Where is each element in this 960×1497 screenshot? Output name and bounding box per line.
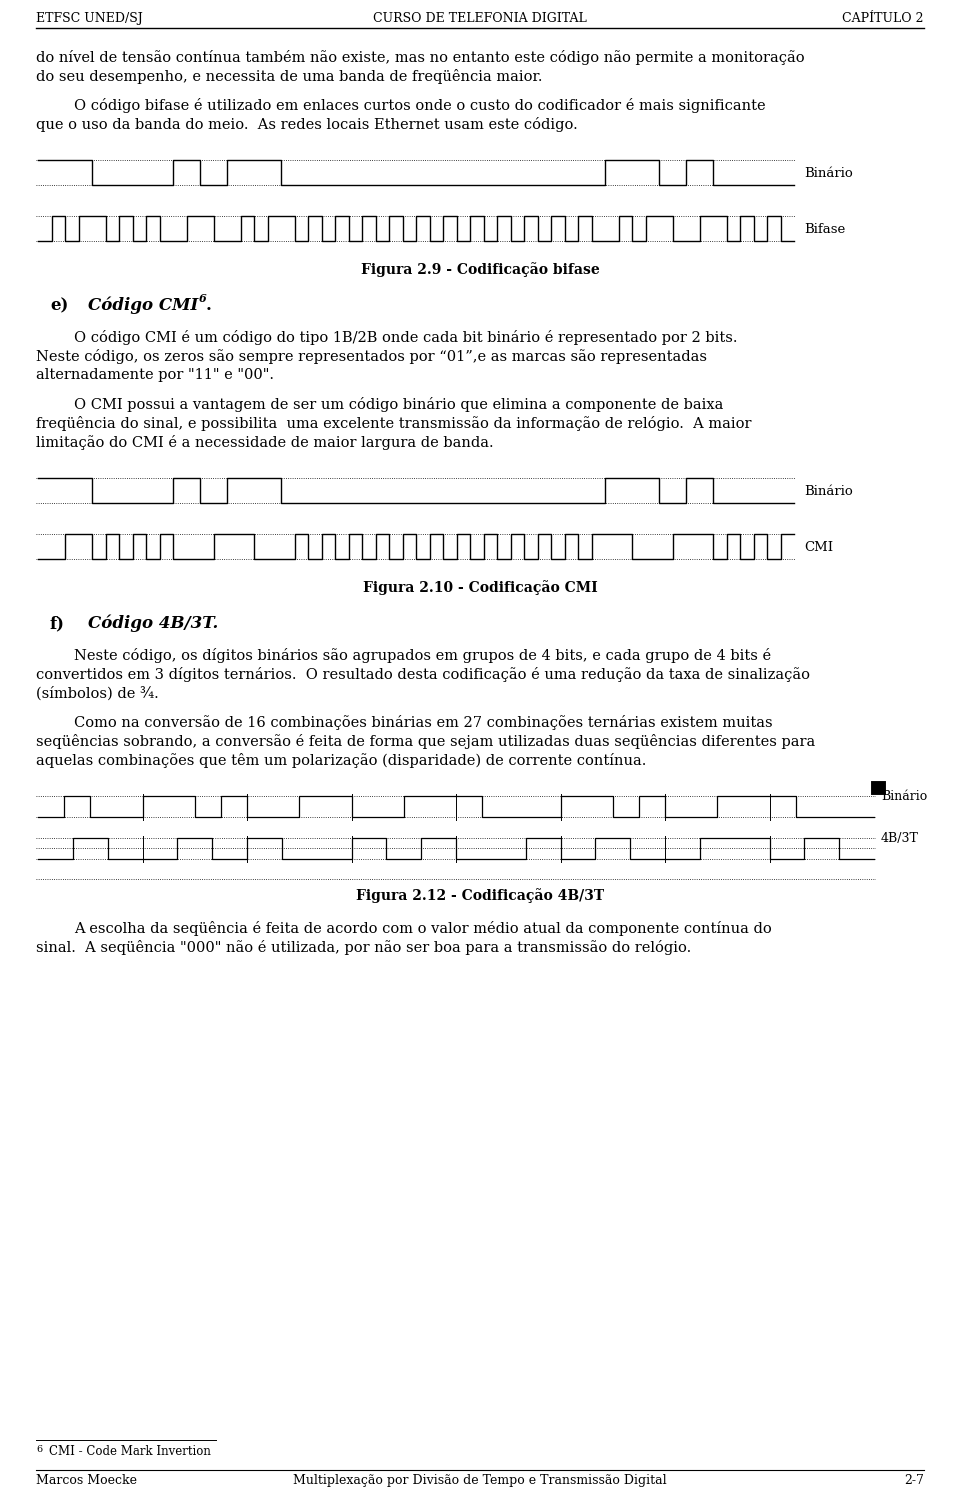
Text: (símbolos) de ¾.: (símbolos) de ¾. — [36, 686, 158, 701]
Text: 6: 6 — [36, 1445, 42, 1454]
Text: aquelas combinações que têm um polarização (disparidade) de corrente contínua.: aquelas combinações que têm um polarizaç… — [36, 753, 646, 768]
Text: f): f) — [50, 615, 65, 632]
Text: CAPÍTULO 2: CAPÍTULO 2 — [843, 12, 924, 25]
Text: Bifase: Bifase — [804, 223, 845, 237]
Text: alternadamente por "11" e "00".: alternadamente por "11" e "00". — [36, 368, 274, 382]
Text: O CMI possui a vantagem de ser um código binário que elimina a componente de bai: O CMI possui a vantagem de ser um código… — [74, 397, 724, 412]
Text: Código 4B/3T.: Código 4B/3T. — [88, 615, 218, 633]
Text: limitação do CMI é a necessidade de maior largura de banda.: limitação do CMI é a necessidade de maio… — [36, 436, 493, 451]
Text: Marcos Moecke: Marcos Moecke — [36, 1475, 137, 1487]
Text: Figura 2.9 - Codificação bifase: Figura 2.9 - Codificação bifase — [361, 262, 599, 277]
Text: e): e) — [50, 296, 68, 314]
Text: 2-7: 2-7 — [904, 1475, 924, 1487]
Text: do nível de tensão contínua também não existe, mas no entanto este código não pe: do nível de tensão contínua também não e… — [36, 49, 804, 64]
Text: 6: 6 — [199, 293, 206, 304]
Text: Binário: Binário — [881, 790, 927, 802]
Text: sinal.  A seqüência "000" não é utilizada, por não ser boa para a transmissão do: sinal. A seqüência "000" não é utilizada… — [36, 940, 691, 955]
Text: Binário: Binário — [804, 485, 852, 499]
Text: que o uso da banda do meio.  As redes locais Ethernet usam este código.: que o uso da banda do meio. As redes loc… — [36, 117, 578, 132]
Text: seqüências sobrando, a conversão é feita de forma que sejam utilizadas duas seqü: seqüências sobrando, a conversão é feita… — [36, 734, 815, 748]
Text: Como na conversão de 16 combinações binárias em 27 combinações ternárias existem: Como na conversão de 16 combinações biná… — [74, 716, 773, 731]
Text: O código CMI é um código do tipo 1B/2B onde cada bit binário é representado por : O código CMI é um código do tipo 1B/2B o… — [74, 329, 737, 344]
Text: CURSO DE TELEFONIA DIGITAL: CURSO DE TELEFONIA DIGITAL — [373, 12, 587, 25]
Text: CMI: CMI — [804, 540, 833, 554]
Text: O código bifase é utilizado em enlaces curtos onde o custo do codificador é mais: O código bifase é utilizado em enlaces c… — [74, 97, 766, 112]
Text: Multiplexação por Divisão de Tempo e Transmissão Digital: Multiplexação por Divisão de Tempo e Tra… — [293, 1475, 667, 1487]
Text: Neste código, os zeros são sempre representados por “01”,e as marcas são represe: Neste código, os zeros são sempre repres… — [36, 349, 707, 364]
Text: CMI - Code Mark Invertion: CMI - Code Mark Invertion — [49, 1445, 211, 1458]
Text: A escolha da seqüência é feita de acordo com o valor médio atual da componente c: A escolha da seqüência é feita de acordo… — [74, 921, 772, 936]
Text: Binário: Binário — [804, 168, 852, 180]
Text: 4B/3T: 4B/3T — [881, 832, 919, 844]
Text: ETFSC UNED/SJ: ETFSC UNED/SJ — [36, 12, 143, 25]
Text: Código CMI: Código CMI — [88, 296, 199, 314]
Text: Neste código, os dígitos binários são agrupados em grupos de 4 bits, e cada grup: Neste código, os dígitos binários são ag… — [74, 648, 771, 663]
Text: do seu desempenho, e necessita de uma banda de freqüência maior.: do seu desempenho, e necessita de uma ba… — [36, 69, 542, 84]
Text: convertidos em 3 dígitos ternários.  O resultado desta codificação é uma redução: convertidos em 3 dígitos ternários. O re… — [36, 668, 810, 683]
Text: .: . — [206, 296, 212, 314]
Text: Figura 2.10 - Codificação CMI: Figura 2.10 - Codificação CMI — [363, 579, 597, 594]
Text: freqüência do sinal, e possibilita  uma excelente transmissão da informação de r: freqüência do sinal, e possibilita uma e… — [36, 416, 752, 431]
Text: Figura 2.12 - Codificação 4B/3T: Figura 2.12 - Codificação 4B/3T — [356, 888, 604, 903]
